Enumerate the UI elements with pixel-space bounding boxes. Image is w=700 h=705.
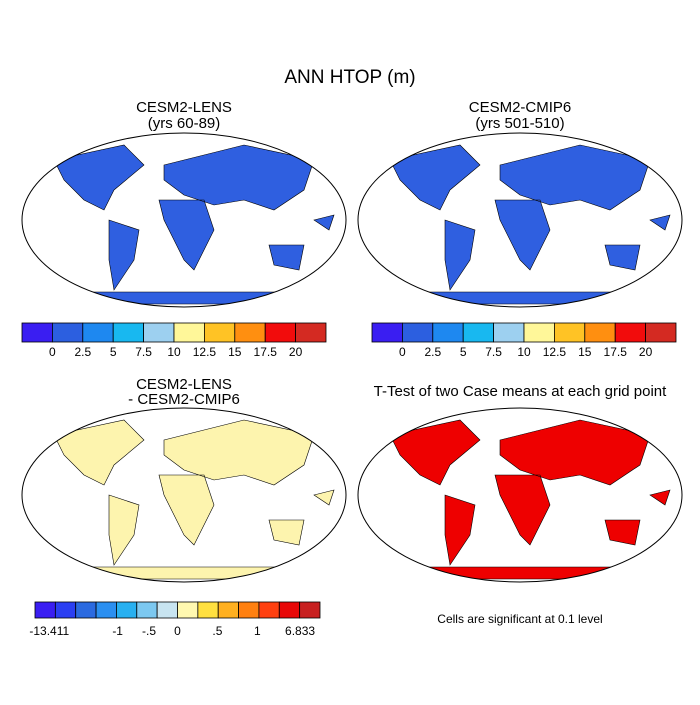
colorbar-label: 7.5	[135, 345, 152, 359]
colorbar-box	[645, 322, 677, 343]
map	[379, 419, 671, 580]
land	[379, 144, 671, 305]
colorbar-box	[258, 601, 280, 619]
colorbar-box	[136, 601, 158, 619]
map-border	[21, 132, 347, 308]
note: Cells are significant at 0.1 level	[437, 612, 602, 626]
colorbar-label: 20	[289, 345, 303, 359]
colorbar-box	[299, 601, 321, 619]
colorbar-box	[238, 601, 260, 619]
colorbar-label: -13.411	[29, 624, 69, 638]
colorbar-label: 12.5	[193, 345, 217, 359]
colorbar-box	[95, 601, 117, 619]
colorbar-box	[295, 322, 327, 343]
colorbar-box	[234, 322, 266, 343]
colorbar-box	[82, 322, 114, 343]
figure-title: ANN HTOP (m)	[284, 67, 415, 88]
panel-title: (yrs 501-510)	[475, 115, 564, 132]
map	[43, 144, 335, 305]
colorbar-label: 15	[228, 345, 242, 359]
colorbar-box	[116, 601, 138, 619]
colorbar-box	[371, 322, 403, 343]
colorbar-label: 10	[167, 345, 181, 359]
map-border	[357, 132, 683, 308]
colorbar-box	[614, 322, 647, 343]
colorbar-box	[112, 322, 144, 343]
colorbar-label: 1	[254, 624, 261, 638]
colorbar-box	[432, 322, 464, 343]
colorbar-label: 6.833	[285, 624, 315, 638]
colorbar-label: 2.5	[74, 345, 91, 359]
colorbar-box	[217, 601, 239, 619]
colorbar-box	[401, 322, 434, 343]
colorbar-box	[264, 322, 297, 343]
colorbar-label: 17.5	[604, 345, 628, 359]
map	[43, 419, 335, 580]
colorbar-label: 7.5	[485, 345, 502, 359]
colorbar-label: 5	[110, 345, 117, 359]
land	[43, 144, 335, 305]
colorbar-box	[493, 322, 525, 343]
colorbar-box	[52, 322, 84, 343]
colorbar-label: 0	[174, 624, 181, 638]
colorbar-box	[197, 601, 219, 619]
colorbar-box	[34, 601, 56, 619]
colorbar-box	[554, 322, 586, 343]
panel-title: T-Test of two Case means at each grid po…	[374, 383, 667, 400]
colorbar-label: -1	[112, 624, 123, 638]
panel-title: CESM2-LENS	[136, 99, 232, 116]
map-border	[21, 407, 347, 583]
colorbar-label: 0	[399, 345, 406, 359]
map-border	[357, 407, 683, 583]
land	[43, 419, 335, 580]
panel-title: - CESM2-CMIP6	[128, 391, 240, 408]
colorbar-box	[156, 601, 178, 619]
colorbar-label: 2.5	[424, 345, 441, 359]
colorbar-box	[278, 601, 301, 619]
colorbar-label: 17.5	[254, 345, 278, 359]
colorbar-box	[75, 601, 97, 619]
colorbar-label: 15	[578, 345, 592, 359]
colorbar-box	[523, 322, 555, 343]
colorbar-label: 0	[49, 345, 56, 359]
panel-title: CESM2-LENS	[136, 376, 232, 393]
panel-title: CESM2-CMIP6	[469, 99, 572, 116]
colorbar-box	[462, 322, 495, 343]
colorbar-box	[177, 601, 199, 619]
colorbar-label: .5	[212, 624, 222, 638]
colorbar-box	[584, 322, 616, 343]
land	[379, 419, 671, 580]
colorbar-label: 12.5	[543, 345, 567, 359]
colorbar-box	[203, 322, 236, 343]
panel-title: (yrs 60-89)	[148, 115, 221, 132]
colorbar-box	[21, 322, 53, 343]
colorbar-box	[143, 322, 175, 343]
colorbar-label: -.5	[142, 624, 156, 638]
colorbar-label: 10	[517, 345, 531, 359]
colorbar-label: 5	[460, 345, 467, 359]
colorbar-label: 20	[639, 345, 653, 359]
colorbar-box	[173, 322, 205, 343]
colorbar-box	[54, 601, 77, 619]
map	[379, 144, 671, 305]
